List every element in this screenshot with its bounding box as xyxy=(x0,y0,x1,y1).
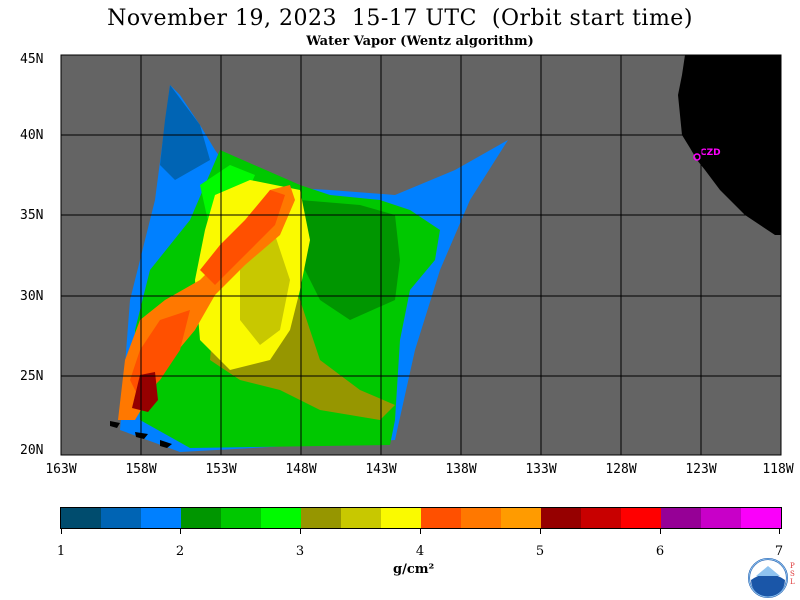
lon-label: 163W xyxy=(45,462,77,477)
colorbar-tick-label: 2 xyxy=(175,544,185,559)
colorbar-segment xyxy=(741,508,781,528)
colorbar-tick xyxy=(61,528,62,534)
colorbar-segment xyxy=(661,508,701,528)
noaa-logo xyxy=(748,558,788,598)
island xyxy=(110,421,120,428)
colorbar-segment xyxy=(461,508,501,528)
colorbar-segment xyxy=(141,508,181,528)
colorbar-segment xyxy=(421,508,461,528)
colorbar-tick xyxy=(660,528,661,534)
colorbar-units: g/cm² xyxy=(393,562,435,577)
lat-label: 30N xyxy=(20,289,44,304)
colorbar-tick xyxy=(420,528,421,534)
lon-label: 128W xyxy=(605,462,637,477)
colorbar-tick-label: 4 xyxy=(415,544,425,559)
colorbar-tick xyxy=(180,528,181,534)
colorbar-tick-label: 3 xyxy=(295,544,305,559)
lat-label: 20N xyxy=(20,443,44,458)
lon-label: 138W xyxy=(445,462,477,477)
lon-label: 148W xyxy=(285,462,317,477)
psl-side-text: P S L xyxy=(790,562,795,586)
lon-label: 118W xyxy=(762,462,794,477)
colorbar-segment xyxy=(501,508,541,528)
colorbar-tick xyxy=(540,528,541,534)
colorbar-segment xyxy=(301,508,341,528)
lon-label: 153W xyxy=(205,462,237,477)
island xyxy=(160,440,172,448)
colorbar-tick-label: 6 xyxy=(655,544,665,559)
map-grid xyxy=(61,55,781,455)
colorbar-segment xyxy=(341,508,381,528)
colorbar-segment xyxy=(701,508,741,528)
map-subtitle: Water Vapor (Wentz algorithm) xyxy=(306,34,534,49)
land-mass xyxy=(678,55,781,235)
colorbar-segment xyxy=(541,508,581,528)
map-title: November 19, 2023 15-17 UTC (Orbit start… xyxy=(107,6,693,31)
map-frame xyxy=(60,54,782,456)
colorbar-tick-label: 5 xyxy=(535,544,545,559)
lat-label: 25N xyxy=(20,369,44,384)
swath-dark-red xyxy=(132,372,158,412)
colorbar-tick xyxy=(300,528,301,534)
swath-light-olive xyxy=(240,235,290,345)
lat-label: 45N xyxy=(20,52,44,67)
colorbar-segment xyxy=(621,508,661,528)
colorbar-segment xyxy=(101,508,141,528)
lon-label: 133W xyxy=(525,462,557,477)
lat-label: 35N xyxy=(20,208,44,223)
colorbar xyxy=(60,507,782,529)
lon-label: 143W xyxy=(365,462,397,477)
colorbar-segment xyxy=(381,508,421,528)
station-label: CZD xyxy=(700,148,721,158)
swath-dark-green xyxy=(300,200,400,320)
lat-label: 40N xyxy=(20,128,44,143)
colorbar-tick-label: 1 xyxy=(56,544,66,559)
colorbar-segment xyxy=(581,508,621,528)
station-marker xyxy=(693,153,701,161)
colorbar-segment xyxy=(261,508,301,528)
colorbar-segment xyxy=(221,508,261,528)
colorbar-tick xyxy=(779,528,780,534)
swath-dark-blue xyxy=(160,85,210,180)
lon-label: 158W xyxy=(125,462,157,477)
lon-label: 123W xyxy=(685,462,717,477)
colorbar-tick-label: 7 xyxy=(774,544,784,559)
colorbar-segment xyxy=(61,508,101,528)
colorbar-segment xyxy=(181,508,221,528)
